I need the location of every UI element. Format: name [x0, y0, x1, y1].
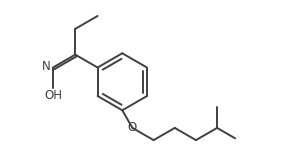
Text: N: N: [42, 60, 51, 73]
Text: O: O: [128, 121, 137, 134]
Text: OH: OH: [44, 89, 62, 102]
